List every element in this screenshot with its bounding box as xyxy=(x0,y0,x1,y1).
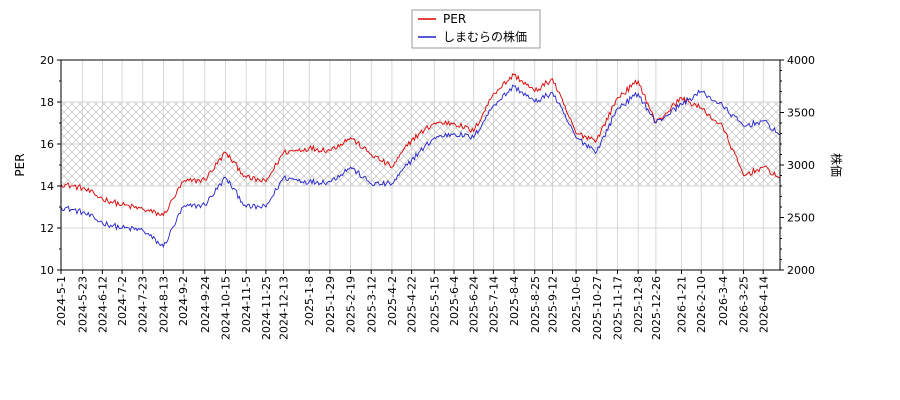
series-line-per xyxy=(61,72,780,217)
x-tick-label: 2026-2-10 xyxy=(695,276,708,333)
right-tick-label: 4000 xyxy=(787,54,815,67)
right-tick-label: 3500 xyxy=(787,107,815,120)
series-line-price xyxy=(61,84,780,249)
right-tick-label: 2000 xyxy=(787,264,815,277)
x-tick-label: 2024-8-13 xyxy=(157,276,170,333)
left-tick-label: 18 xyxy=(40,96,54,109)
x-tick-label: 2026-4-14 xyxy=(757,276,770,333)
x-tick-label: 2026-3-4 xyxy=(717,276,730,326)
x-tick-label: 2025-7-14 xyxy=(487,276,500,333)
left-tick-label: 16 xyxy=(40,138,54,151)
x-tick-label: 2026-1-21 xyxy=(676,276,689,333)
x-tick-label: 2024-5-23 xyxy=(77,276,90,333)
x-tick-label: 2024-6-12 xyxy=(96,276,109,333)
x-tick-label: 2025-12-8 xyxy=(632,276,645,333)
plot-area xyxy=(60,59,781,271)
x-tick-label: 2025-1-8 xyxy=(303,276,316,326)
x-tick-label: 2025-10-6 xyxy=(570,276,583,333)
x-tick-label: 2025-4-22 xyxy=(406,276,419,333)
left-tick-label: 14 xyxy=(40,180,54,193)
x-tick-label: 2025-8-25 xyxy=(529,276,542,333)
x-tick-label: 2025-6-24 xyxy=(468,276,481,333)
x-tick-label: 2025-8-4 xyxy=(508,276,521,326)
x-tick-label: 2026-3-25 xyxy=(738,276,751,333)
x-axis: 2024-5-1 2024-5-23 2024-6-12 2024-7-2 2024-7… xyxy=(55,270,770,340)
x-tick-label: 2024-11-5 xyxy=(240,276,253,333)
left-tick-label: 20 xyxy=(40,54,54,67)
x-tick-label: 2025-4-2 xyxy=(386,276,399,326)
left-axis: 10 12 14 16 18 20 xyxy=(40,54,61,277)
x-tick-label: 2025-5-15 xyxy=(428,276,441,333)
x-tick-label: 2024-7-2 xyxy=(116,276,129,326)
right-tick-label: 3000 xyxy=(787,159,815,172)
x-tick-label: 2024-7-23 xyxy=(137,276,150,333)
x-tick-label: 2024-11-25 xyxy=(260,276,273,340)
x-tick-label: 2025-1-29 xyxy=(324,276,337,333)
x-tick-label: 2024-12-13 xyxy=(278,276,291,340)
left-axis-title: PER xyxy=(13,153,27,176)
x-tick-label: 2024-5-1 xyxy=(55,276,68,326)
right-axis-title: 株価 xyxy=(829,153,844,177)
x-tick-label: 2025-6-4 xyxy=(448,276,461,326)
x-tick-label: 2025-3-12 xyxy=(365,276,378,333)
right-tick-label: 2500 xyxy=(787,212,815,225)
x-tick-label: 2024-10-15 xyxy=(219,276,232,340)
x-tick-label: 2025-11-17 xyxy=(611,276,624,340)
x-tick-label: 2025-9-12 xyxy=(546,276,559,333)
left-tick-label: 12 xyxy=(40,222,54,235)
x-tick-label: 2025-10-27 xyxy=(591,276,604,340)
x-tick-label: 2024-9-2 xyxy=(177,276,190,326)
legend-label-per: PER xyxy=(443,12,466,26)
legend-box xyxy=(411,9,541,49)
x-tick-label: 2024-9-24 xyxy=(199,276,212,333)
x-tick-label: 2025-2-19 xyxy=(345,276,358,333)
legend: PER しまむらの株価 xyxy=(411,9,541,49)
left-tick-label: 10 xyxy=(40,264,54,277)
x-tick-label: 2025-12-26 xyxy=(650,276,663,340)
series-lines xyxy=(61,72,780,249)
legend-label-price: しまむらの株価 xyxy=(443,29,527,44)
right-axis: 2000 2500 3000 3500 4000 xyxy=(780,54,815,277)
